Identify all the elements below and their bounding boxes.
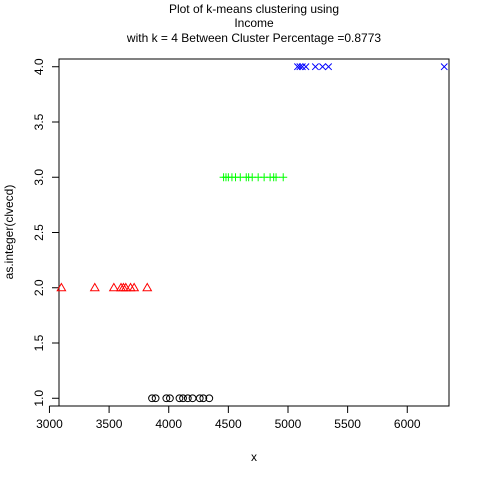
data-point-triangle [142, 282, 153, 292]
data-point-x [324, 63, 333, 71]
chart-title-line-1: Plot of k-means clustering using [169, 2, 339, 16]
chart-title-line-3: with k = 4 Between Cluster Percentage =0… [126, 31, 381, 45]
data-point-triangle [129, 282, 140, 292]
data-point-circle [162, 394, 171, 403]
y-axis: 1.0 1.5 2.0 2.5 3.0 3.5 4.0 [32, 58, 60, 407]
y-tick-label: 2.0 [32, 279, 46, 296]
data-point-circle [151, 394, 160, 403]
x-tick-label: 3000 [36, 417, 63, 431]
data-point-circle [148, 394, 156, 403]
y-tick-label: 2.5 [32, 224, 46, 241]
data-point-x [319, 63, 327, 71]
data-point-circle [179, 394, 187, 403]
x-tick-label: 6000 [394, 417, 421, 431]
data-point-x [311, 63, 319, 71]
y-tick-label: 3.0 [32, 169, 46, 186]
y-tick-label: 3.5 [32, 113, 46, 130]
y-tick-label: 1.0 [32, 390, 46, 407]
data-point-triangle [56, 282, 67, 292]
data-point-circle [199, 394, 208, 403]
data-point-triangle [108, 282, 119, 292]
data-points [56, 63, 448, 403]
y-tick-label: 4.0 [32, 58, 46, 75]
x-tick-label: 5500 [334, 417, 361, 431]
y-axis-label: as.integer(clvecd) [2, 185, 16, 280]
plot-area-frame [58, 58, 450, 407]
x-tick-label: 4000 [155, 417, 182, 431]
data-point-plus [272, 173, 281, 182]
data-point-x [302, 63, 310, 71]
x-tick-label: 4500 [215, 417, 242, 431]
data-point-circle [166, 394, 174, 403]
x-axis: 3000 3500 4000 4500 5000 5500 6000 [36, 405, 421, 431]
x-tick-label: 5000 [275, 417, 302, 431]
data-point-circle [188, 394, 197, 403]
y-tick-label: 1.5 [32, 334, 46, 351]
data-point-circle [195, 394, 204, 403]
data-point-triangle [89, 282, 100, 292]
data-point-circle [205, 394, 214, 403]
data-point-circle [183, 394, 192, 403]
x-axis-label: x [251, 450, 257, 464]
data-point-x [440, 63, 448, 71]
chart-title-line-2: Income [234, 16, 274, 30]
data-point-plus [279, 173, 288, 182]
data-point-circle [175, 394, 184, 403]
x-tick-label: 3500 [96, 417, 123, 431]
data-point-x [296, 63, 304, 71]
